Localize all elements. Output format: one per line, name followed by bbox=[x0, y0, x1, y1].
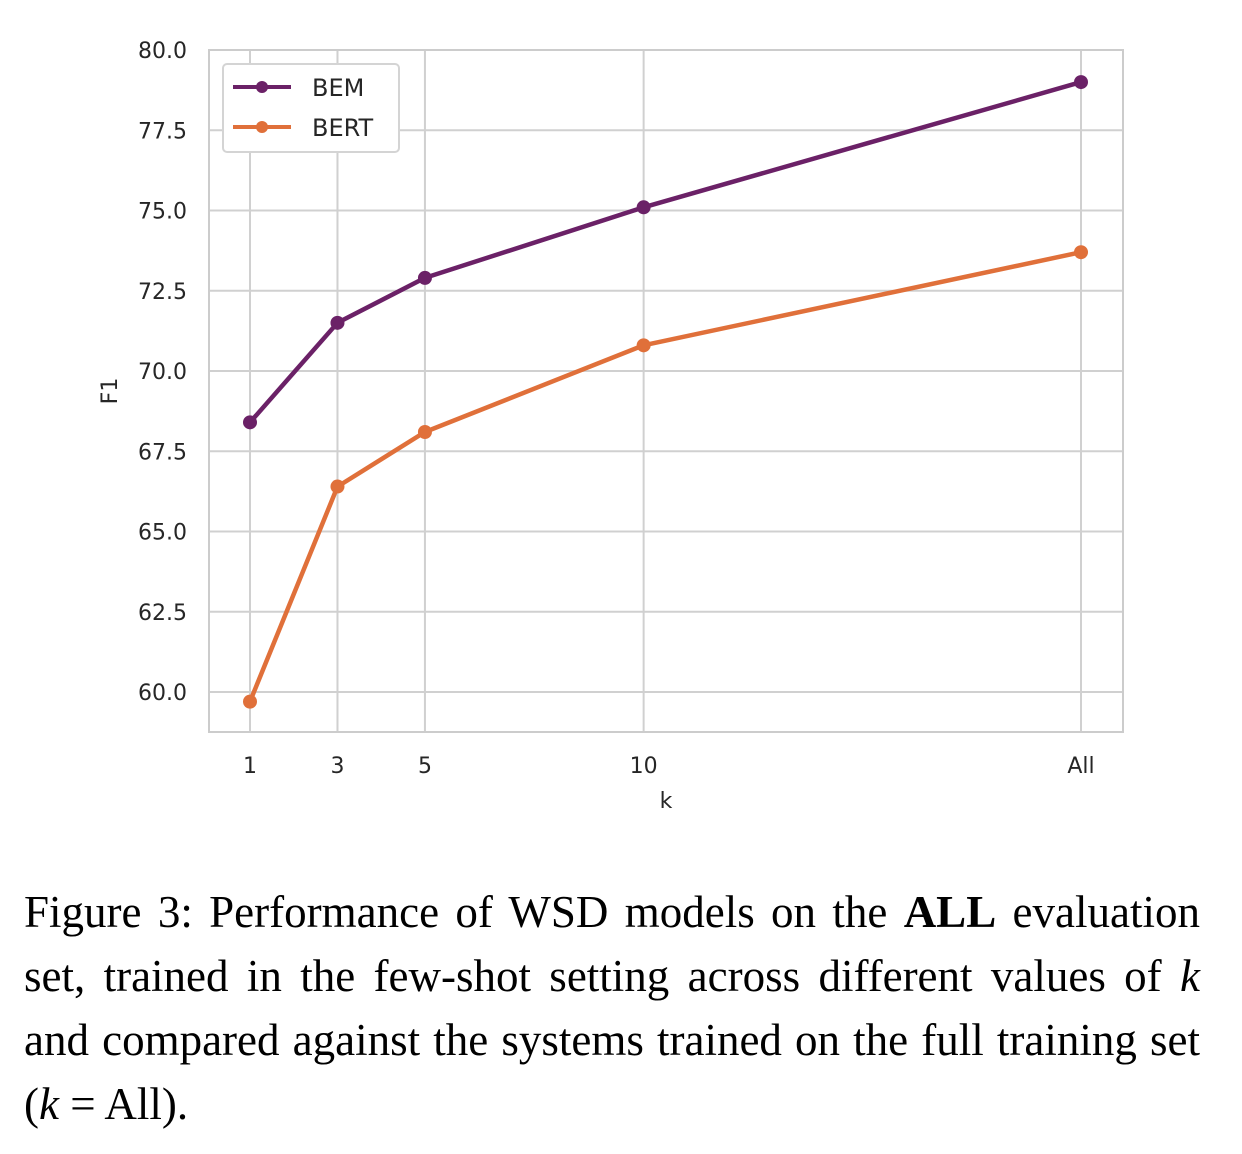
caption-k1: k bbox=[1180, 951, 1200, 1001]
data-point-bert bbox=[636, 338, 651, 353]
legend: BEM BERT bbox=[222, 63, 400, 153]
x-axis-label: k bbox=[660, 789, 673, 814]
y-tick-label: 70.0 bbox=[138, 360, 187, 385]
line-chart: 60.0 62.5 65.0 67.5 70.0 72.5 75.0 77.5 80.0 1 3 5… bbox=[98, 39, 1124, 814]
data-point-bem bbox=[330, 315, 345, 330]
series bbox=[243, 75, 1088, 709]
grid bbox=[209, 49, 1123, 732]
x-tick-label: 5 bbox=[418, 754, 432, 779]
caption-mid2: and compared against the systems trained… bbox=[24, 1015, 1200, 1129]
data-point-bert bbox=[243, 694, 257, 709]
data-point-bert bbox=[330, 479, 345, 494]
caption-bold-all: ALL bbox=[903, 887, 997, 937]
data-point-bem bbox=[417, 270, 432, 285]
data-point-bem bbox=[243, 415, 257, 430]
y-axis-label: F1 bbox=[98, 378, 123, 405]
figure-caption: Figure 3: Performance of WSD models on t… bbox=[24, 880, 1200, 1136]
x-tick-label: 3 bbox=[330, 754, 344, 779]
y-tick-label: 80.0 bbox=[138, 39, 187, 64]
x-tick-label: 10 bbox=[630, 754, 658, 779]
legend-marker-bert bbox=[256, 121, 268, 133]
y-tick-labels: 60.0 62.5 65.0 67.5 70.0 72.5 75.0 77.5 80.0 bbox=[138, 39, 187, 706]
x-tick-label: All bbox=[1067, 754, 1094, 779]
x-tick-labels: 1 3 5 10 All bbox=[243, 754, 1095, 779]
caption-k2: k bbox=[39, 1079, 59, 1129]
caption-mid1: evaluation set, trained in the few-shot … bbox=[24, 887, 1200, 1001]
y-tick-label: 67.5 bbox=[138, 440, 187, 465]
caption-lead: Figure 3: Performance of WSD models on t… bbox=[24, 887, 904, 937]
data-point-bem bbox=[1074, 75, 1088, 90]
x-tick-label: 1 bbox=[243, 754, 257, 779]
y-tick-label: 75.0 bbox=[138, 200, 187, 225]
caption-tail: = All). bbox=[58, 1079, 189, 1129]
y-tick-label: 60.0 bbox=[138, 681, 187, 706]
plot-frame bbox=[208, 49, 1124, 733]
data-point-bert bbox=[417, 424, 432, 439]
data-point-bem bbox=[636, 200, 651, 215]
legend-marker-bem bbox=[256, 81, 268, 93]
series-line-bert bbox=[247, 249, 1082, 703]
y-tick-label: 65.0 bbox=[138, 521, 187, 546]
data-point-bert bbox=[1074, 245, 1088, 260]
legend-label-bert: BERT bbox=[312, 114, 374, 142]
legend-label-bem: BEM bbox=[312, 74, 364, 102]
y-tick-label: 77.5 bbox=[138, 119, 187, 144]
y-tick-label: 72.5 bbox=[138, 280, 187, 305]
y-tick-label: 62.5 bbox=[138, 601, 187, 626]
